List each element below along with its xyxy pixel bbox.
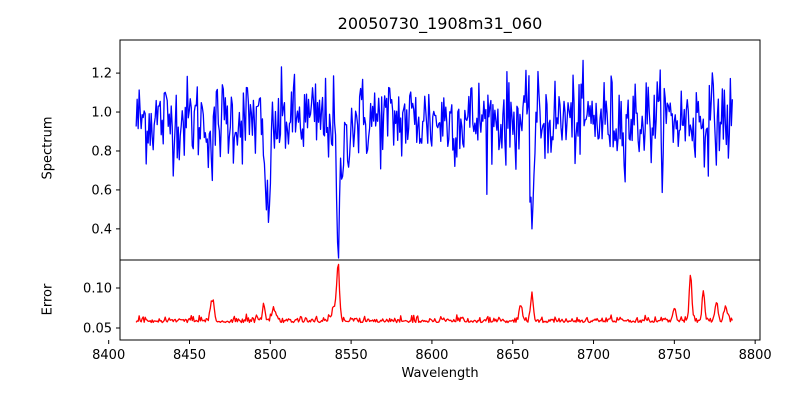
x-tick-label: 8800 [739, 348, 772, 363]
spectrum-panel: 0.4 0.6 0.8 1.0 1.2 [91, 39, 761, 261]
x-tick-label: 8400 [92, 348, 125, 363]
x-axis-label: Wavelength [401, 366, 479, 381]
x-axis: 8400 8450 8500 8550 8600 8650 8700 8750 8800 [92, 340, 772, 363]
y-tick-label: 0.6 [91, 183, 112, 198]
x-tick-label: 8700 [577, 348, 610, 363]
x-tick-label: 8500 [254, 348, 287, 363]
y-tick-label: 1.0 [91, 106, 112, 121]
y-tick-label: 0.10 [83, 282, 112, 297]
y-tick-label: 0.05 [83, 322, 112, 337]
x-tick-label: 8550 [335, 348, 368, 363]
y-tick-label: 0.4 [91, 222, 112, 237]
spectrum-plot-frame [119, 39, 761, 261]
spectrum-series-line [135, 59, 734, 259]
x-tick-label: 8600 [415, 348, 448, 363]
x-tick-label: 8650 [496, 348, 529, 363]
error-plot-frame [119, 259, 761, 341]
x-tick-label: 8450 [173, 348, 206, 363]
y-tick-label: 0.8 [91, 144, 112, 159]
x-tick-label: 8750 [658, 348, 691, 363]
y-tick-label: 1.2 [91, 67, 112, 82]
error-panel: 0.05 0.10 [83, 259, 761, 341]
chart-title: 20050730_1908m31_060 [337, 14, 543, 33]
error-series-line [135, 263, 733, 324]
